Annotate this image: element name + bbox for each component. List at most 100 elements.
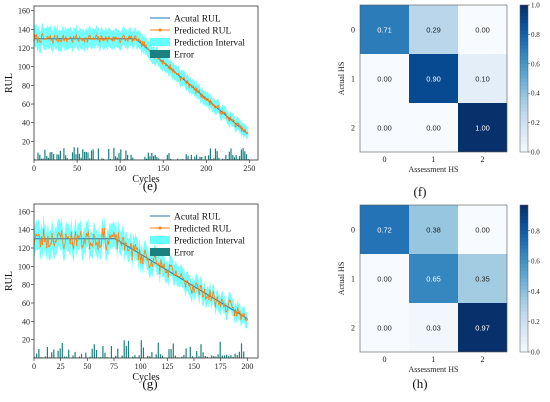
predicted-rul-point (236, 122, 239, 125)
colorbar-tick-label: 0.0 (531, 149, 540, 157)
y-tick-label: 80 (22, 81, 30, 90)
colorbar-tick-label: 0.2 (531, 119, 540, 127)
predicted-rul-point (164, 62, 166, 64)
predicted-rul-point (163, 263, 165, 266)
colorbar-segment (520, 126, 528, 131)
cell-value-label: 0.03 (426, 324, 441, 333)
legend-label: Prediction Interval (174, 237, 245, 247)
colorbar-segment (520, 223, 528, 228)
predicted-rul-point (91, 37, 94, 40)
colorbar-segment (520, 249, 528, 254)
error-bar (57, 350, 59, 358)
error-bar (123, 340, 125, 358)
error-bar (209, 148, 211, 160)
colorbar-segment (520, 271, 528, 276)
error-bar (238, 351, 240, 358)
prediction-interval-band (34, 214, 248, 329)
predicted-rul-point (118, 239, 121, 242)
predicted-rul-point (176, 73, 178, 76)
predicted-rul-point (188, 86, 190, 88)
predicted-rul-point (167, 66, 170, 69)
predicted-rul-point (160, 60, 163, 62)
cell-value-label: 0.00 (377, 124, 392, 133)
predicted-rul-point (182, 277, 185, 280)
predicted-rul-point (208, 298, 210, 301)
predicted-rul-point (114, 237, 116, 240)
y-tick-label: 100 (18, 63, 30, 72)
cell-value-label: 0.29 (426, 26, 441, 35)
y-axis-label: RUL (4, 271, 15, 291)
heatmap-cell (458, 303, 507, 352)
error-bar (47, 157, 49, 160)
error-bar (37, 152, 39, 160)
predicted-rul-point (156, 264, 159, 266)
error-bar (233, 157, 236, 160)
error-bar (159, 354, 162, 358)
error-bar (177, 158, 179, 160)
colorbar-segment (520, 267, 528, 272)
colorbar-segment (520, 326, 528, 331)
predicted-rul-point (102, 38, 104, 41)
line-chart-1: 0 50 100 150 200 250 20 40 60 80 100 120 140 160 Cycle… (4, 5, 259, 193)
error-bar (242, 148, 244, 160)
error-bar (121, 355, 123, 358)
predicted-rul-point (129, 245, 131, 248)
predicted-rul-point (176, 274, 178, 277)
predicted-rul-point (52, 41, 54, 44)
error-bar (240, 149, 242, 160)
error-bar (63, 356, 66, 358)
legend-swatch-error (150, 50, 170, 58)
predicted-rul-point (41, 243, 44, 246)
predicted-rul-point (238, 311, 240, 314)
predicted-rul-point (52, 240, 54, 242)
error-bar (156, 157, 158, 160)
y-tick-label: 60 (22, 299, 30, 308)
y-tick-label: 40 (22, 317, 30, 326)
heatmap-cell (360, 205, 409, 254)
colorbar-segment (520, 5, 528, 10)
y-tick-label: 160 (18, 207, 30, 216)
error-bar (104, 352, 106, 358)
predicted-rul-point (222, 112, 225, 114)
error-bar (187, 155, 189, 160)
colorbar-segment (520, 38, 528, 43)
error-bar (142, 347, 144, 358)
x-tick-label: 150 (188, 362, 200, 371)
predicted-rul-point (216, 296, 219, 298)
error-bar (39, 154, 41, 160)
error-bar (157, 342, 159, 358)
predicted-rul-point (191, 292, 193, 294)
predicted-rul-point (95, 244, 97, 246)
predicted-rul-point (139, 261, 142, 264)
predicted-rul-point (203, 98, 206, 100)
predicted-rul-point (57, 41, 59, 43)
predicted-rul-point (227, 305, 229, 308)
predicted-rul-point (150, 261, 153, 264)
predicted-rul-point (195, 92, 197, 94)
predicted-rul-point (223, 305, 225, 308)
cell-value-label: 0.00 (475, 26, 490, 35)
colorbar-segment (520, 296, 528, 302)
predicted-rul-point (227, 119, 230, 121)
heatmap-cell (360, 103, 409, 152)
error-bar (63, 148, 65, 160)
cell-value-label: 1.00 (475, 124, 490, 133)
predicted-rul-point (180, 273, 182, 275)
error-bar (90, 150, 93, 160)
predicted-rul-point (131, 40, 133, 43)
legend-label: Acutal RUL (174, 15, 221, 25)
error-bar (232, 356, 234, 358)
error-bar (100, 357, 102, 358)
predicted-rul-point (122, 34, 125, 37)
predicted-rul-point (122, 237, 125, 239)
predicted-rul-point (136, 39, 139, 42)
colorbar-segment (520, 12, 528, 17)
predicted-rul-point (152, 258, 155, 261)
heatmap-cell (360, 54, 409, 103)
y-axis-label: Actual HS (337, 62, 346, 96)
predicted-rul-point (188, 284, 191, 287)
error-bar (185, 154, 187, 160)
error-bar (36, 353, 38, 358)
colorbar-segment (520, 322, 528, 327)
